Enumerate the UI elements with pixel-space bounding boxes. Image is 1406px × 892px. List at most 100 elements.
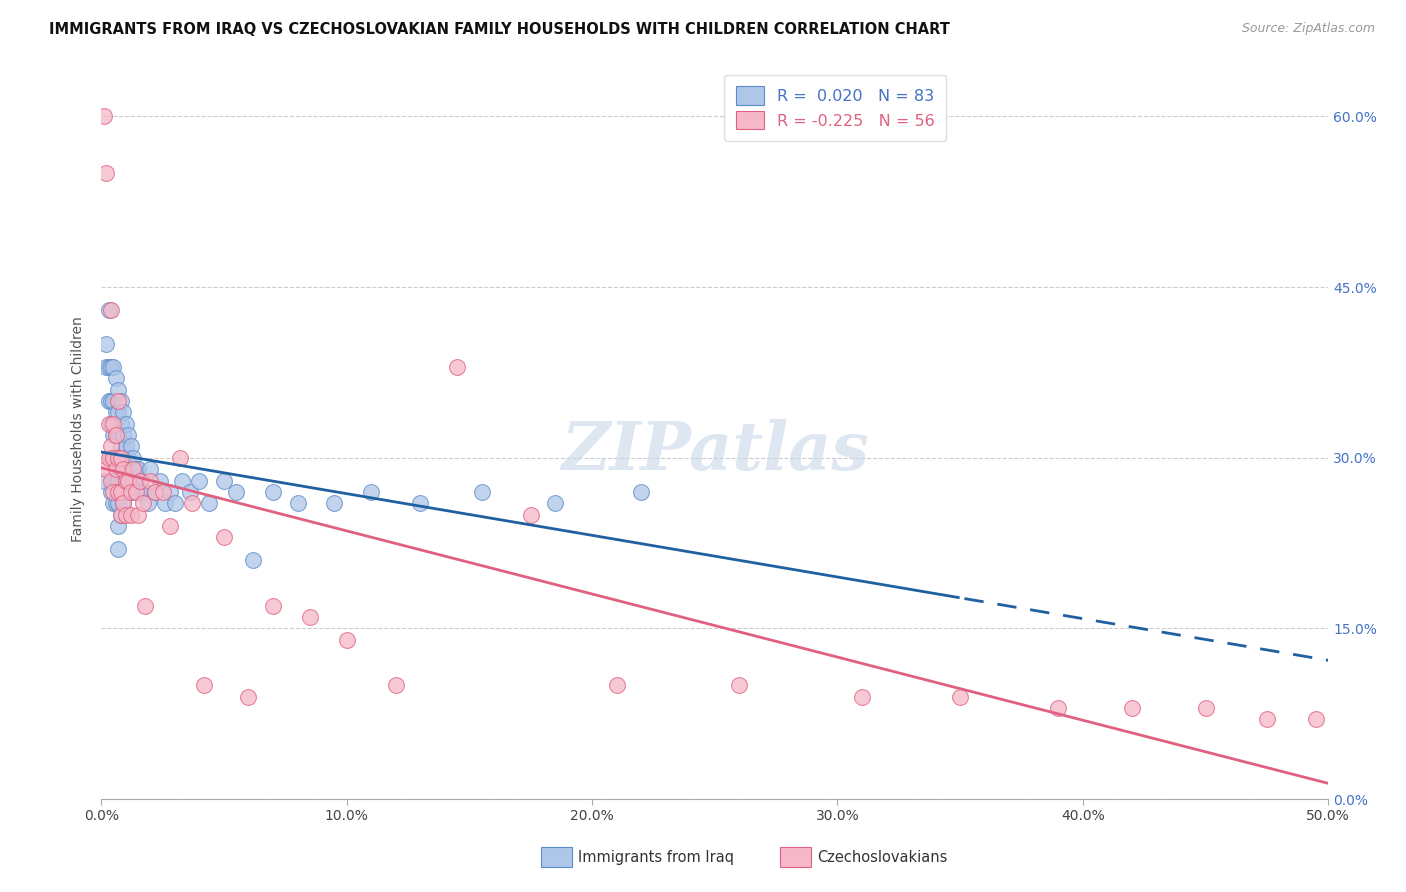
Point <box>100 393 122 408</box>
Point <box>188 474 211 488</box>
Point <box>323 496 346 510</box>
Point <box>124 484 146 499</box>
Point <box>238 690 260 704</box>
Point <box>262 599 284 613</box>
Point <box>139 474 162 488</box>
Point <box>104 474 127 488</box>
Point <box>606 678 628 692</box>
Point <box>110 484 132 499</box>
Point <box>104 450 127 465</box>
Point <box>122 462 145 476</box>
Point <box>169 450 191 465</box>
Point <box>336 632 359 647</box>
Point <box>112 496 135 510</box>
Point <box>114 439 136 453</box>
Point <box>107 541 129 556</box>
Point <box>132 484 155 499</box>
Point <box>103 417 125 431</box>
Point <box>198 496 221 510</box>
Point <box>103 428 125 442</box>
Point <box>110 450 132 465</box>
Point <box>127 462 149 476</box>
Point <box>728 678 751 692</box>
Text: Source: ZipAtlas.com: Source: ZipAtlas.com <box>1241 22 1375 36</box>
Point <box>193 678 215 692</box>
Point <box>97 393 120 408</box>
Point <box>120 462 142 476</box>
Point <box>104 428 127 442</box>
Point <box>114 462 136 476</box>
Point <box>107 474 129 488</box>
Point <box>107 496 129 510</box>
Point <box>446 359 468 374</box>
Point <box>110 417 132 431</box>
Point <box>127 484 149 499</box>
Point <box>107 519 129 533</box>
Point <box>298 610 321 624</box>
Point <box>100 302 122 317</box>
Point <box>112 405 135 419</box>
Point <box>544 496 567 510</box>
Point <box>117 450 139 465</box>
Point <box>112 462 135 476</box>
Point <box>129 474 152 488</box>
Point <box>172 474 194 488</box>
Point <box>1121 701 1143 715</box>
Point <box>1047 701 1070 715</box>
Point <box>107 484 129 499</box>
Point <box>129 474 152 488</box>
Point <box>212 474 235 488</box>
Point <box>107 428 129 442</box>
Point <box>103 496 125 510</box>
Point <box>100 417 122 431</box>
Point <box>110 508 132 522</box>
Point <box>127 508 149 522</box>
Point <box>181 496 204 510</box>
Text: ZIPatlas: ZIPatlas <box>561 419 869 484</box>
Point <box>103 393 125 408</box>
Point <box>851 690 873 704</box>
Point <box>124 462 146 476</box>
Point <box>287 496 309 510</box>
Point <box>94 462 117 476</box>
Point <box>107 383 129 397</box>
Point <box>110 393 132 408</box>
Point <box>97 417 120 431</box>
Point <box>110 439 132 453</box>
Point <box>1194 701 1216 715</box>
Point <box>100 450 122 465</box>
Point <box>100 439 122 453</box>
Point <box>103 484 125 499</box>
Point <box>100 484 122 499</box>
Point <box>124 484 146 499</box>
Point <box>179 484 201 499</box>
Point <box>1256 713 1278 727</box>
Point <box>120 484 142 499</box>
Point <box>97 302 120 317</box>
Point <box>104 428 127 442</box>
Point <box>143 484 166 499</box>
Point <box>212 530 235 544</box>
Point <box>225 484 247 499</box>
Point <box>104 462 127 476</box>
Point <box>134 599 156 613</box>
Point <box>114 508 136 522</box>
Point <box>100 474 122 488</box>
Point <box>97 450 120 465</box>
Point <box>630 484 652 499</box>
Point <box>110 508 132 522</box>
Point <box>163 496 186 510</box>
Point <box>122 474 145 488</box>
Point <box>104 371 127 385</box>
Point <box>159 484 181 499</box>
Point <box>94 166 117 180</box>
Point <box>103 450 125 465</box>
Point <box>103 359 125 374</box>
Point <box>136 496 159 510</box>
Point <box>143 484 166 499</box>
Point <box>120 439 142 453</box>
Text: Immigrants from Iraq: Immigrants from Iraq <box>578 850 734 864</box>
Point <box>110 462 132 476</box>
Point <box>94 359 117 374</box>
Point <box>360 484 382 499</box>
